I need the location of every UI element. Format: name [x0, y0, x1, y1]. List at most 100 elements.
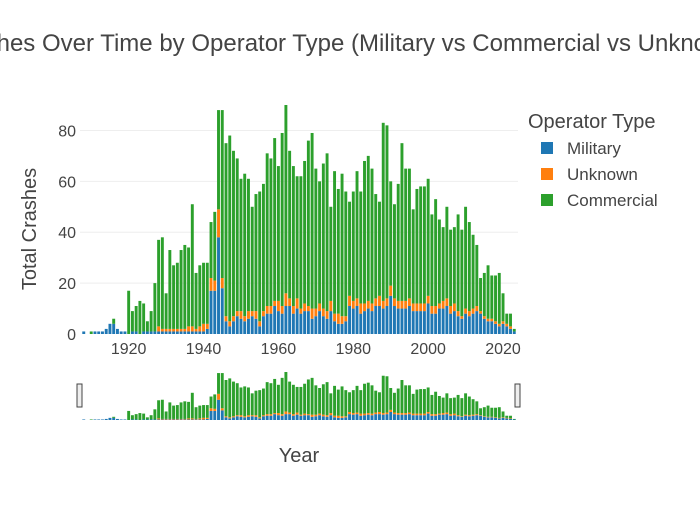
- bar-unknown[interactable]: [261, 311, 265, 317]
- bar-unknown[interactable]: [389, 285, 393, 296]
- bar-military[interactable]: [378, 306, 381, 334]
- bar-commercial[interactable]: [276, 166, 280, 301]
- bar-military[interactable]: [460, 318, 464, 334]
- bar-commercial[interactable]: [299, 176, 303, 309]
- bar-military[interactable]: [243, 321, 247, 334]
- bar-commercial[interactable]: [333, 171, 337, 314]
- bar-unknown[interactable]: [449, 306, 453, 314]
- bar-military[interactable]: [475, 311, 479, 334]
- bar-commercial[interactable]: [220, 110, 224, 279]
- bar-military[interactable]: [340, 323, 344, 334]
- bar-unknown[interactable]: [486, 318, 490, 322]
- bar-military[interactable]: [164, 331, 168, 334]
- bar-commercial[interactable]: [389, 181, 393, 286]
- bar-commercial[interactable]: [441, 227, 445, 301]
- bar-military[interactable]: [452, 311, 456, 334]
- bar-commercial[interactable]: [385, 125, 389, 299]
- bar-unknown[interactable]: [393, 298, 396, 307]
- bar-commercial[interactable]: [291, 166, 295, 307]
- bar-unknown[interactable]: [471, 308, 475, 314]
- bar-military[interactable]: [172, 331, 176, 334]
- bar-unknown[interactable]: [497, 323, 501, 327]
- bar-commercial[interactable]: [164, 293, 168, 329]
- bar-unknown[interactable]: [168, 328, 172, 332]
- bar-commercial[interactable]: [183, 244, 187, 329]
- bar-unknown[interactable]: [265, 306, 269, 314]
- bar-military[interactable]: [419, 311, 423, 334]
- bar-commercial[interactable]: [205, 262, 209, 324]
- bar-unknown[interactable]: [482, 316, 486, 319]
- bar-military[interactable]: [104, 328, 108, 334]
- bar-commercial[interactable]: [505, 313, 509, 324]
- bar-military[interactable]: [363, 311, 366, 334]
- bar-unknown[interactable]: [505, 323, 509, 327]
- bar-military[interactable]: [183, 331, 187, 334]
- bar-commercial[interactable]: [187, 247, 191, 327]
- bar-commercial[interactable]: [112, 318, 116, 324]
- bar-commercial[interactable]: [217, 110, 220, 210]
- bar-military[interactable]: [160, 331, 164, 334]
- bar-unknown[interactable]: [314, 308, 318, 317]
- bar-commercial[interactable]: [134, 306, 138, 332]
- bar-commercial[interactable]: [247, 178, 250, 312]
- bar-military[interactable]: [486, 321, 490, 334]
- bar-commercial[interactable]: [437, 219, 441, 304]
- bar-commercial[interactable]: [415, 188, 419, 304]
- bar-commercial[interactable]: [179, 250, 183, 329]
- bar-commercial[interactable]: [479, 278, 483, 312]
- bar-unknown[interactable]: [284, 293, 288, 307]
- bar-commercial[interactable]: [348, 201, 351, 296]
- bar-commercial[interactable]: [407, 168, 411, 299]
- bar-military[interactable]: [269, 313, 273, 334]
- bar-military[interactable]: [299, 313, 303, 334]
- bar-commercial[interactable]: [512, 328, 516, 332]
- bar-unknown[interactable]: [419, 303, 423, 312]
- bar-commercial[interactable]: [475, 244, 479, 307]
- bar-commercial[interactable]: [393, 204, 396, 299]
- bar-unknown[interactable]: [194, 328, 198, 332]
- bar-commercial[interactable]: [194, 272, 198, 329]
- bar-commercial[interactable]: [209, 222, 213, 279]
- bar-commercial[interactable]: [351, 191, 355, 301]
- bar-military[interactable]: [445, 306, 449, 334]
- bar-military[interactable]: [153, 331, 157, 334]
- bar-commercial[interactable]: [149, 311, 153, 332]
- bar-unknown[interactable]: [490, 318, 494, 322]
- bar-military[interactable]: [202, 331, 205, 334]
- bar-unknown[interactable]: [464, 308, 468, 314]
- bar-military[interactable]: [482, 318, 486, 334]
- bar-commercial[interactable]: [160, 237, 164, 329]
- bar-commercial[interactable]: [224, 143, 228, 317]
- bar-commercial[interactable]: [355, 171, 359, 299]
- bar-military[interactable]: [415, 311, 419, 334]
- bar-military[interactable]: [422, 311, 426, 334]
- bar-military[interactable]: [370, 311, 374, 334]
- bar-unknown[interactable]: [385, 298, 389, 307]
- bar-military[interactable]: [464, 313, 468, 334]
- bar-commercial[interactable]: [422, 186, 426, 304]
- bar-military[interactable]: [348, 306, 351, 334]
- bar-unknown[interactable]: [183, 328, 187, 332]
- bar-military[interactable]: [220, 288, 224, 334]
- bar-military[interactable]: [497, 326, 501, 334]
- bar-military[interactable]: [336, 323, 340, 334]
- bar-military[interactable]: [325, 318, 329, 334]
- bar-unknown[interactable]: [172, 328, 176, 332]
- bar-unknown[interactable]: [179, 328, 183, 332]
- bar-commercial[interactable]: [411, 209, 415, 304]
- bar-commercial[interactable]: [142, 303, 146, 332]
- bar-military[interactable]: [374, 306, 378, 334]
- bar-commercial[interactable]: [273, 138, 277, 301]
- bar-unknown[interactable]: [295, 298, 299, 309]
- bar-unknown[interactable]: [475, 306, 479, 312]
- bar-commercial[interactable]: [486, 265, 490, 319]
- bar-military[interactable]: [490, 321, 494, 334]
- bar-military[interactable]: [205, 328, 209, 334]
- bar-commercial[interactable]: [288, 150, 292, 299]
- bar-commercial[interactable]: [430, 214, 434, 307]
- bar-unknown[interactable]: [232, 316, 235, 322]
- bar-commercial[interactable]: [378, 201, 381, 296]
- bar-commercial[interactable]: [325, 153, 329, 312]
- bar-military[interactable]: [449, 313, 453, 334]
- bar-military[interactable]: [258, 326, 262, 334]
